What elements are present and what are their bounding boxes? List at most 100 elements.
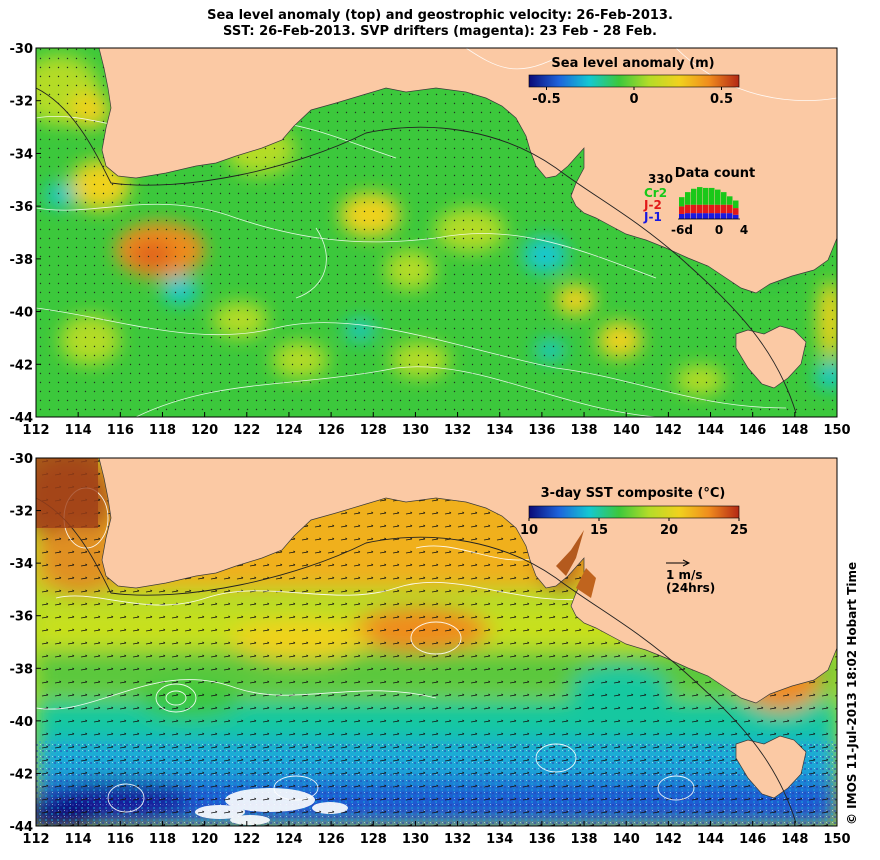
data-count-bar-segment [691, 213, 697, 219]
top-lon-label: 142 [655, 423, 682, 438]
title-line-1: Sea level anomaly (top) and geostrophic … [207, 8, 673, 23]
sst-colorbar-title: 3-day SST composite (°C) [541, 486, 726, 501]
data-count-bar-segment [733, 208, 739, 215]
bottom-lon-label: 120 [191, 832, 218, 847]
top-lon-label: 126 [318, 423, 345, 438]
sst-colorbar-gradient [528, 505, 740, 519]
bottom-lat-label: -42 [10, 767, 34, 782]
top-lon-label: 132 [444, 423, 471, 438]
top-lon-label: 138 [570, 423, 597, 438]
data-count-bar-segment [685, 204, 691, 214]
bottom-lon-label: 142 [655, 832, 682, 847]
bottom-lat-label: -40 [10, 715, 34, 730]
bottom-lon-label: 118 [149, 832, 176, 847]
sla-colorbar-gradient [528, 74, 740, 88]
top-lat-label: -42 [10, 358, 34, 373]
top-lon-label: 118 [149, 423, 176, 438]
bottom-lat-label: -44 [10, 820, 34, 835]
data-count-x-label: -6d [671, 223, 693, 237]
top-lon-label: 112 [22, 423, 49, 438]
top-lon-label: 114 [65, 423, 92, 438]
sst-colorbar: 3-day SST composite (°C) 10 15 20 25 [520, 486, 748, 538]
data-count-bar-segment [703, 204, 709, 214]
top-lon-label: 124 [275, 423, 302, 438]
top-lon-label: 136 [528, 423, 555, 438]
sla-colorbar-tick-label: 0.5 [710, 92, 733, 107]
sst-colorbar-tick-label: 15 [590, 523, 608, 538]
velocity-vector-key: 1 m/s (24hrs) [666, 559, 715, 595]
data-count-bar-segment [685, 213, 691, 219]
top-lon-label: 128 [360, 423, 387, 438]
data-count-bar-segment [709, 204, 715, 214]
top-lon-label: 150 [823, 423, 850, 438]
data-count-bar-segment [703, 187, 709, 205]
sst-colorbar-tick-label: 10 [520, 523, 538, 538]
bottom-lat-label: -36 [10, 610, 34, 625]
data-count-legend-item: J-1 [643, 210, 662, 224]
top-lat-label: -44 [10, 411, 34, 426]
sea-level-anomaly-map: 112 114 116 118 120 122 124 126 128 130 132 134 136 1… [10, 42, 851, 438]
data-count-bar-segment [697, 187, 703, 205]
bottom-lon-label: 122 [233, 832, 260, 847]
data-count-bar-segment [703, 213, 709, 219]
data-count-bar-segment [715, 204, 721, 214]
data-count-bar-segment [679, 197, 685, 207]
top-lon-label: 116 [107, 423, 134, 438]
bottom-lon-label: 148 [781, 832, 808, 847]
vector-key-duration: (24hrs) [666, 581, 715, 595]
data-count-legend-item: Cr2 [644, 186, 667, 200]
data-count-bar-segment [721, 204, 727, 214]
vector-key-speed: 1 m/s [666, 568, 703, 582]
data-count-bar-segment [727, 213, 733, 219]
data-count-bar-segment [721, 213, 727, 219]
top-lon-label: 144 [697, 423, 724, 438]
data-count-bar-segment [691, 204, 697, 214]
figure-title: Sea level anomaly (top) and geostrophic … [0, 8, 880, 40]
bottom-lon-label: 116 [107, 832, 134, 847]
data-count-x-label: 4 [740, 223, 748, 237]
top-lon-label: 120 [191, 423, 218, 438]
title-line-2: SST: 26-Feb-2013. SVP drifters (magenta)… [223, 24, 657, 39]
bottom-lat-label: -32 [10, 505, 34, 520]
top-lon-label: 146 [739, 423, 766, 438]
data-count-bar-segment [715, 213, 721, 219]
data-count-bar-segment [709, 187, 715, 205]
data-count-bar-segment [697, 213, 703, 219]
bottom-lon-label: 128 [360, 832, 387, 847]
data-count-bar-segment [715, 189, 721, 205]
data-count-bar-segment [679, 206, 685, 214]
bottom-lon-label: 124 [275, 832, 302, 847]
data-count-x-label: 0 [715, 223, 723, 237]
top-lon-label: 148 [781, 423, 808, 438]
bottom-lon-label: 146 [739, 832, 766, 847]
bottom-lon-label: 112 [22, 832, 49, 847]
data-count-title: Data count [675, 166, 755, 181]
sst-colorbar-tick-label: 20 [660, 523, 678, 538]
bottom-lon-label: 140 [613, 832, 640, 847]
top-lon-label: 140 [613, 423, 640, 438]
sst-colorbar-tick-label: 25 [730, 523, 748, 538]
data-count-bar-segment [733, 200, 739, 209]
top-lon-label: 134 [486, 423, 513, 438]
data-count-bar-segment [721, 192, 727, 205]
data-count-bar-segment [727, 204, 733, 214]
bottom-lat-label: -34 [10, 557, 34, 572]
sst-map: 112 114 116 118 120 122 124 126 128 130 132 134 136 1… [10, 452, 851, 847]
vector-key-arrowhead [682, 559, 691, 567]
data-count-bar-segment [697, 204, 703, 214]
bottom-lat-label: -30 [10, 452, 34, 467]
bottom-lat-label: -38 [10, 662, 34, 677]
sla-colorbar-tick-label: 0 [629, 92, 638, 107]
bottom-lon-label: 114 [65, 832, 92, 847]
bottom-lon-label: 126 [318, 832, 345, 847]
data-count-bar-segment [685, 192, 691, 205]
sla-colorbar-tick-label: -0.5 [532, 92, 560, 107]
data-count-legend-item: J-2 [643, 198, 662, 212]
data-count-bar-segment [679, 213, 685, 219]
bottom-lon-label: 150 [823, 832, 850, 847]
top-lon-label: 122 [233, 423, 260, 438]
data-count-bar-segment [727, 196, 733, 205]
data-count-bar-segment [733, 214, 739, 219]
